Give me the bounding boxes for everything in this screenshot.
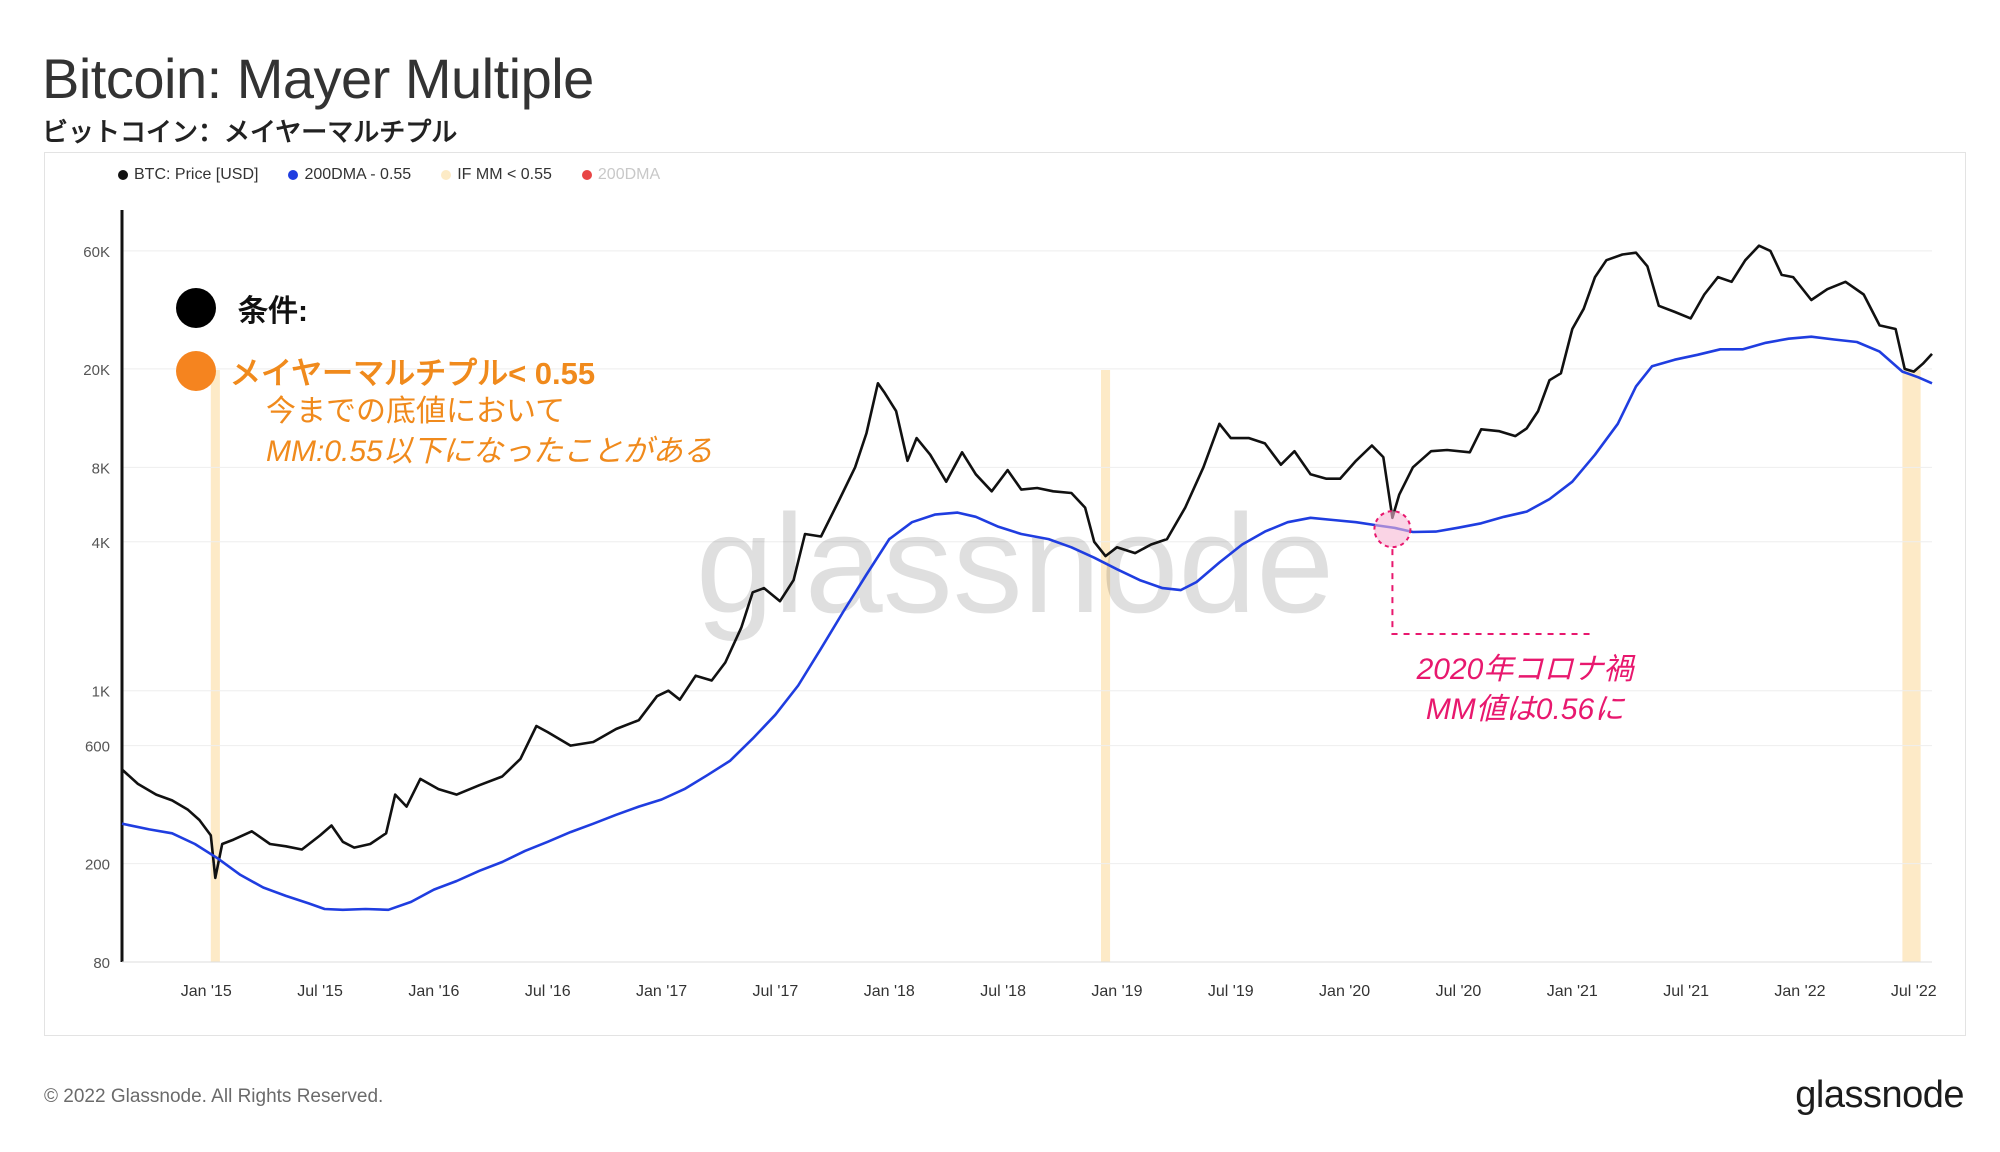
chart-panel	[44, 152, 1966, 1036]
mm-condition-label: メイヤーマルチプル< 0.55	[230, 356, 596, 391]
y-tick-label-7: 80	[93, 955, 110, 972]
condition-dot	[176, 288, 216, 328]
copyright-text: © 2022 Glassnode. All Rights Reserved.	[44, 1086, 384, 1107]
x-tick-label-15: Jul '22	[1891, 983, 1937, 1000]
y-tick-label-1: 20K	[83, 362, 110, 379]
legend-item-if-mm[interactable]: IF MM < 0.55	[441, 166, 552, 184]
covid-annotation: 2020年コロナ禍 MM値は0.56に	[1380, 650, 1670, 730]
y-tick-label-0: 60K	[83, 244, 110, 261]
x-tick-label-13: Jul '21	[1663, 983, 1709, 1000]
x-tick-label-7: Jul '18	[980, 983, 1026, 1000]
condition-label: 条件:	[238, 295, 308, 328]
legend-dot-dma-055	[288, 170, 299, 180]
highlight-band-1	[1100, 370, 1111, 962]
brand-logo: glassnode	[1795, 1074, 1964, 1116]
page-title: Bitcoin: Mayer Multiple	[42, 47, 594, 110]
mm-description-line1: 今までの底値において	[266, 395, 566, 428]
x-tick-label-3: Jul '16	[525, 983, 571, 1000]
x-tick-label-1: Jul '15	[297, 983, 343, 1000]
x-tick-label-11: Jul '20	[1436, 983, 1482, 1000]
highlight-band-0	[210, 370, 220, 962]
legend-item-dma-055[interactable]: 200DMA - 0.55	[288, 166, 411, 184]
y-tick-label-2: 8K	[92, 460, 110, 477]
mm-condition-note: メイヤーマルチプル< 0.55	[176, 348, 595, 393]
x-tick-label-14: Jan '22	[1774, 983, 1825, 1000]
x-tick-label-9: Jul '19	[1208, 983, 1254, 1000]
dma-055-line	[121, 335, 1933, 912]
y-tick-label-3: 4K	[92, 535, 110, 552]
covid-leader-line	[1391, 549, 1590, 635]
x-tick-label-6: Jan '18	[864, 983, 915, 1000]
legend-item-200dma[interactable]: 200DMA	[581, 166, 661, 184]
legend-label-price: BTC: Price [USD]	[134, 166, 259, 183]
mm-description-line2: MM:0.55以下になったことがある	[266, 435, 713, 468]
y-tick-label-4: 1K	[92, 684, 110, 701]
legend-label-200dma: 200DMA	[597, 166, 661, 183]
page-subtitle: ビットコイン：メイヤーマルチプル	[42, 117, 458, 147]
x-tick-label-8: Jan '19	[1091, 983, 1142, 1000]
y-tick-label-6: 200	[85, 857, 110, 874]
covid-marker-circle	[1373, 510, 1412, 549]
highlight-band-2	[1902, 370, 1921, 962]
btc-price-line	[121, 244, 1933, 880]
x-tick-label-12: Jan '21	[1547, 983, 1598, 1000]
covid-annotation-line2: MM値は0.56に	[1425, 693, 1625, 726]
chart-legend: BTC: Price [USD] 200DMA - 0.55 IF MM < 0…	[118, 166, 660, 184]
y-tick-label-5: 600	[85, 739, 110, 756]
x-tick-label-10: Jan '20	[1319, 983, 1370, 1000]
x-tick-label-4: Jan '17	[636, 983, 687, 1000]
legend-label-if-mm: IF MM < 0.55	[457, 166, 552, 183]
legend-label-dma-055: 200DMA - 0.55	[304, 166, 412, 183]
watermark-text: glassnode	[696, 485, 1334, 642]
legend-dot-price	[118, 170, 128, 180]
mm-description: 今までの底値において MM:0.55以下になったことがある	[266, 392, 713, 472]
x-tick-label-5: Jul '17	[753, 983, 799, 1000]
x-tick-label-2: Jan '16	[408, 983, 459, 1000]
legend-item-price[interactable]: BTC: Price [USD]	[118, 166, 258, 184]
mm-condition-dot	[176, 350, 216, 391]
legend-dot-200dma	[581, 170, 592, 180]
covid-annotation-line1: 2020年コロナ禍	[1416, 653, 1634, 686]
x-tick-label-0: Jan '15	[181, 983, 232, 1000]
condition-note: 条件:	[176, 286, 308, 330]
legend-dot-if-mm	[441, 170, 452, 180]
